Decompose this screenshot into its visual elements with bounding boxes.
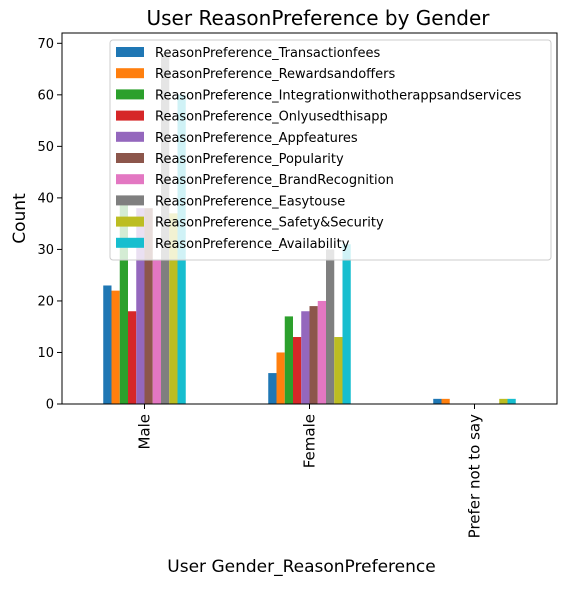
y-axis: 0 10 20 30 40 50 60 70 [37,37,62,413]
legend-label: ReasonPreference_Availability [155,237,350,252]
legend-label: ReasonPreference_Easytouse [155,194,345,209]
x-axis-label: User Gender_ReasonPreference [167,557,435,577]
bar-male-series-4 [136,208,145,404]
chart-title: User ReasonPreference by Gender [147,6,491,30]
legend-label: ReasonPreference_Rewardsandoffers [155,67,395,82]
bar-female-series-0 [268,373,277,404]
bar-male-series-5 [144,208,153,404]
bar-male-series-3 [128,311,137,404]
y-tick-label: 60 [37,88,54,103]
y-tick-label: 70 [37,37,54,52]
bar-female-series-5 [309,306,318,404]
legend-label: ReasonPreference_Appfeatures [155,131,358,146]
legend-swatch [116,237,144,248]
x-axis: Male Female Prefer not to say [136,404,484,538]
y-tick-label: 30 [37,243,54,258]
bar-female-series-1 [276,352,285,404]
bar-male-series-6 [152,259,161,404]
legend-swatch [116,68,144,79]
y-axis-label: Count [10,193,30,244]
legend-swatch [116,195,144,206]
legend-swatch [116,153,144,163]
legend-label: ReasonPreference_Popularity [155,152,344,167]
bar-female-series-6 [317,300,326,404]
legend-swatch [116,47,144,57]
bar-female-series-9 [342,244,351,404]
bar-prefer-not-to-say-series-1 [441,398,450,404]
legend: ReasonPreference_Transactionfees ReasonPr… [109,39,552,261]
bar-female-series-4 [301,311,310,404]
y-tick-label: 20 [37,294,54,309]
legend-label: ReasonPreference_Transactionfees [155,46,381,61]
bar-female-series-8 [334,337,343,404]
legend-swatch [116,110,144,121]
bar-female-series-7 [326,249,335,404]
x-tick-label: Prefer not to say [466,414,484,538]
y-tick-label: 0 [46,398,54,413]
legend-label: ReasonPreference_Integrationwithotherapp… [155,88,522,103]
x-tick-label: Male [136,414,154,450]
bar-female-series-2 [284,316,293,404]
bar-male-series-1 [111,290,120,404]
bar-prefer-not-to-say-series-0 [433,398,442,404]
y-tick-label: 50 [37,140,54,155]
bar-male-series-0 [103,285,112,404]
bar-prefer-not-to-say-series-9 [507,398,516,404]
bar-male-series-8 [169,213,178,404]
y-tick-label: 40 [37,191,54,206]
legend-label: ReasonPreference_Safety&Security [155,216,384,231]
legend-swatch [116,216,144,227]
x-tick-label: Female [301,414,319,468]
bar-prefer-not-to-say-series-8 [499,398,508,404]
legend-label: ReasonPreference_BrandRecognition [155,173,394,188]
legend-swatch [116,131,144,142]
bar-male-series-2 [119,203,128,404]
legend-label: ReasonPreference_Onlyusedthisapp [155,110,388,125]
legend-swatch [116,89,144,100]
legend-box [109,39,552,261]
y-tick-label: 10 [37,346,54,361]
bar-female-series-3 [293,337,302,404]
legend-swatch [116,174,144,185]
